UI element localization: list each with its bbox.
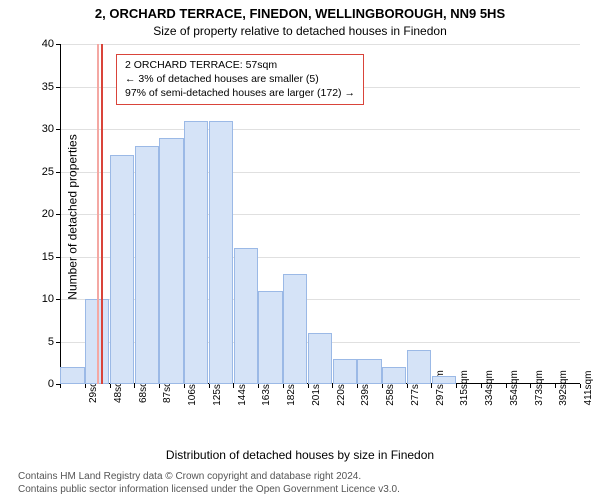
histogram-bar	[159, 138, 183, 385]
ytick-label: 20	[42, 208, 60, 220]
gridline	[60, 44, 580, 45]
footer-line1: Contains HM Land Registry data © Crown c…	[18, 471, 400, 484]
title-sub: Size of property relative to detached ho…	[0, 24, 600, 38]
histogram-bar	[135, 146, 159, 384]
footer-line2: Contains public sector information licen…	[18, 484, 400, 497]
ytick-label: 25	[42, 166, 60, 178]
ytick-label: 10	[42, 293, 60, 305]
histogram-bar	[283, 274, 307, 385]
gridline	[60, 129, 580, 130]
ytick-label: 35	[42, 81, 60, 93]
ytick-label: 0	[48, 378, 60, 390]
histogram-bar	[110, 155, 134, 385]
histogram-bar	[234, 248, 258, 384]
ytick-label: 5	[48, 336, 60, 348]
ytick-label: 40	[42, 38, 60, 50]
annotation-line2: ← 3% of detached houses are smaller (5)	[125, 72, 355, 86]
property-marker-outer	[101, 44, 103, 384]
annotation-line3: 97% of semi-detached houses are larger (…	[125, 86, 355, 100]
histogram-plot: 051015202530354029sqm48sqm68sqm87sqm106s…	[60, 44, 580, 384]
annotation-box: 2 ORCHARD TERRACE: 57sqm← 3% of detached…	[116, 54, 364, 105]
ytick-label: 15	[42, 251, 60, 263]
xtick-label: 411sqm	[555, 371, 594, 406]
property-marker-inner	[97, 44, 99, 384]
xtick-mark	[580, 384, 581, 388]
x-axis-label: Distribution of detached houses by size …	[0, 448, 600, 462]
annotation-line1: 2 ORCHARD TERRACE: 57sqm	[125, 58, 355, 72]
footer-attribution: Contains HM Land Registry data © Crown c…	[18, 471, 400, 496]
histogram-bar	[184, 121, 208, 385]
ytick-label: 30	[42, 123, 60, 135]
histogram-bar	[209, 121, 233, 385]
title-main: 2, ORCHARD TERRACE, FINEDON, WELLINGBORO…	[0, 6, 600, 21]
